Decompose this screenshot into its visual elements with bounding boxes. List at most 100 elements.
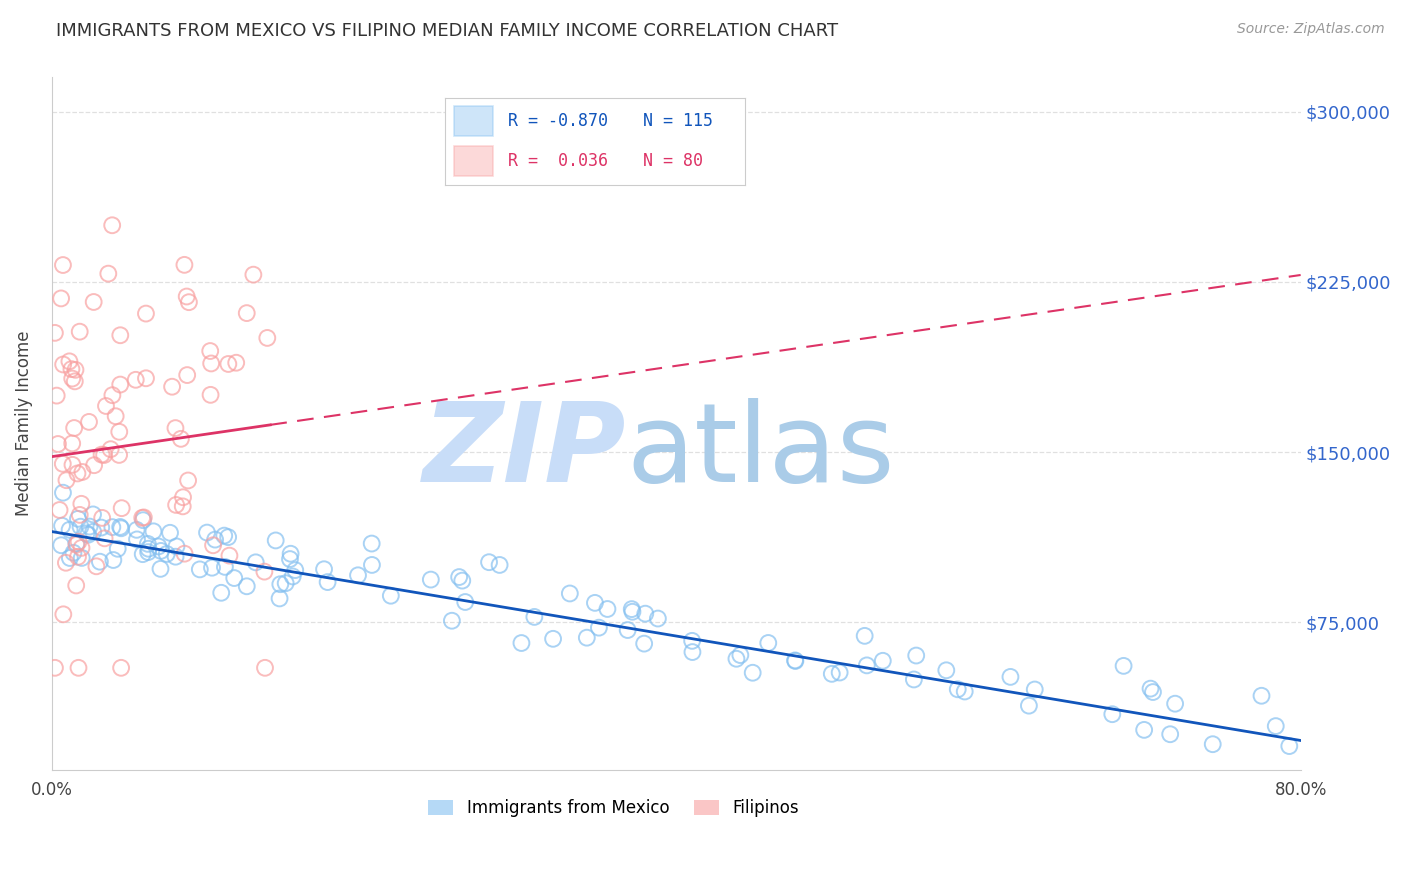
Point [60, 362, 83, 376]
Point [82, 524, 104, 539]
Point [176, 289, 198, 303]
Point [217, 357, 239, 371]
Point [647, 611, 669, 625]
Point [225, 356, 247, 370]
Point [66, 512, 89, 526]
Point [1264, 719, 1286, 733]
Point [166, 540, 188, 554]
Point [449, 570, 471, 584]
Point [135, 307, 157, 321]
Point [125, 373, 148, 387]
Point [44, 326, 66, 340]
Point [202, 538, 225, 552]
Point [138, 541, 160, 556]
Point [188, 562, 211, 576]
Point [170, 432, 193, 446]
Point [86, 559, 108, 574]
Point [1250, 689, 1272, 703]
Point [200, 344, 222, 359]
Point [165, 421, 187, 435]
Point [616, 623, 638, 637]
Point [132, 510, 155, 524]
Point [65, 578, 87, 592]
Point [541, 632, 564, 646]
Point [278, 552, 301, 566]
Point [72, 465, 94, 479]
Point [173, 258, 195, 272]
Point [103, 553, 125, 567]
Point [1112, 658, 1135, 673]
Point [201, 560, 224, 574]
Point [1018, 698, 1040, 713]
Point [65, 363, 87, 377]
Point [478, 555, 501, 569]
Point [195, 525, 218, 540]
Point [58, 523, 80, 537]
Point [200, 388, 222, 402]
Point [132, 547, 155, 561]
Point [52, 258, 75, 272]
Point [77, 527, 100, 541]
Point [51, 518, 73, 533]
Point [70, 541, 93, 555]
Point [156, 547, 179, 561]
Point [60, 371, 83, 385]
Point [58, 354, 80, 368]
Point [55, 556, 77, 570]
Point [65, 538, 87, 552]
Point [821, 666, 844, 681]
Point [160, 380, 183, 394]
Point [79, 519, 101, 533]
Point [274, 576, 297, 591]
Point [173, 547, 195, 561]
Point [872, 654, 894, 668]
Point [44, 661, 66, 675]
Point [46, 437, 69, 451]
Point [245, 555, 267, 569]
Point [69, 508, 91, 522]
Point [1139, 681, 1161, 696]
Point [125, 523, 148, 537]
Text: IMMIGRANTS FROM MEXICO VS FILIPINO MEDIAN FAMILY INCOME CORRELATION CHART: IMMIGRANTS FROM MEXICO VS FILIPINO MEDIA… [56, 22, 838, 40]
Point [454, 595, 477, 609]
Point [935, 663, 957, 677]
Point [419, 573, 441, 587]
Point [224, 571, 246, 585]
Point [93, 448, 115, 462]
Point [52, 457, 75, 471]
Point [59, 551, 82, 566]
Point [63, 375, 86, 389]
Point [108, 425, 131, 439]
Point [620, 602, 643, 616]
Point [66, 549, 89, 564]
Point [1164, 697, 1187, 711]
Point [149, 562, 172, 576]
Point [741, 665, 763, 680]
Point [136, 545, 159, 559]
Point [91, 511, 114, 525]
Point [236, 579, 259, 593]
Point [853, 629, 876, 643]
Point [100, 442, 122, 457]
Point [89, 555, 111, 569]
Point [236, 306, 259, 320]
Point [172, 490, 194, 504]
Point [583, 596, 606, 610]
Point [63, 421, 86, 435]
Text: ZIP: ZIP [423, 398, 626, 505]
Point [783, 653, 806, 667]
Point [110, 661, 132, 675]
Point [856, 658, 879, 673]
Point [148, 540, 170, 554]
Point [108, 448, 131, 462]
Point [165, 549, 187, 564]
Point [588, 621, 610, 635]
Point [633, 637, 655, 651]
Point [523, 610, 546, 624]
Point [440, 614, 463, 628]
Point [135, 371, 157, 385]
Point [281, 569, 304, 583]
Point [62, 546, 84, 560]
Point [55, 473, 77, 487]
Point [575, 631, 598, 645]
